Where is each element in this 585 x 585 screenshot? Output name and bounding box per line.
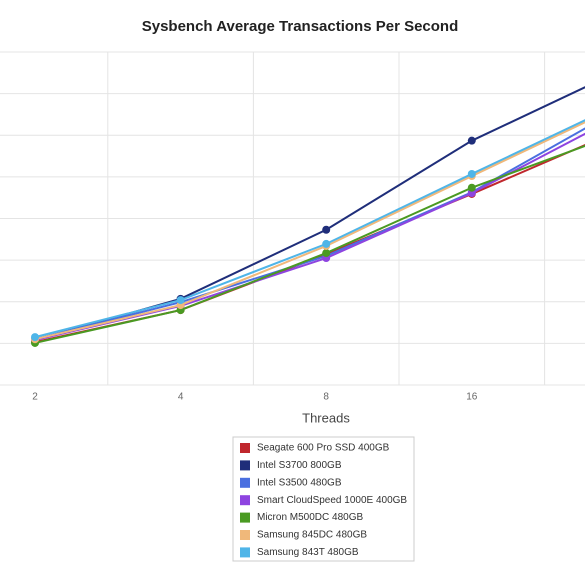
legend-label: Intel S3500 480GB <box>257 477 342 488</box>
series-line <box>34 127 585 341</box>
x-axis-label: Threads <box>302 410 350 425</box>
legend-swatch <box>240 512 250 523</box>
x-tick-label: 8 <box>323 392 329 403</box>
data-point <box>467 169 476 178</box>
data-point <box>322 249 331 258</box>
legend-swatch <box>240 443 250 453</box>
legend-label: Smart CloudSpeed 1000E 400GB <box>257 495 407 506</box>
x-tick-label: 4 <box>178 392 184 403</box>
legend-swatch <box>240 460 250 471</box>
data-point <box>467 136 476 145</box>
data-point <box>31 333 39 342</box>
legend-swatch <box>240 477 250 488</box>
legend-label: Samsung 843T 480GB <box>257 547 359 558</box>
chart-title: Sysbench Average Transactions Per Second <box>142 18 459 35</box>
series-line <box>34 86 585 342</box>
data-point <box>322 239 331 248</box>
legend-label: Intel S3700 800GB <box>257 460 342 471</box>
data-point <box>467 183 476 192</box>
legend-label: Micron M500DC 480GB <box>257 512 363 523</box>
x-tick-label: 2 <box>32 392 38 403</box>
x-tick-label: 16 <box>466 392 478 403</box>
legend-label: Samsung 845DC 480GB <box>257 530 367 541</box>
data-point <box>176 296 185 305</box>
series-line <box>34 132 585 342</box>
legend-box <box>232 436 415 562</box>
series-line <box>34 121 585 341</box>
legend-swatch <box>240 547 250 558</box>
legend-label: Seagate 600 Pro SSD 400GB <box>257 443 390 454</box>
series-line <box>34 119 585 339</box>
legend-swatch <box>240 495 250 506</box>
legend-swatch <box>240 530 250 540</box>
data-point <box>322 225 331 234</box>
